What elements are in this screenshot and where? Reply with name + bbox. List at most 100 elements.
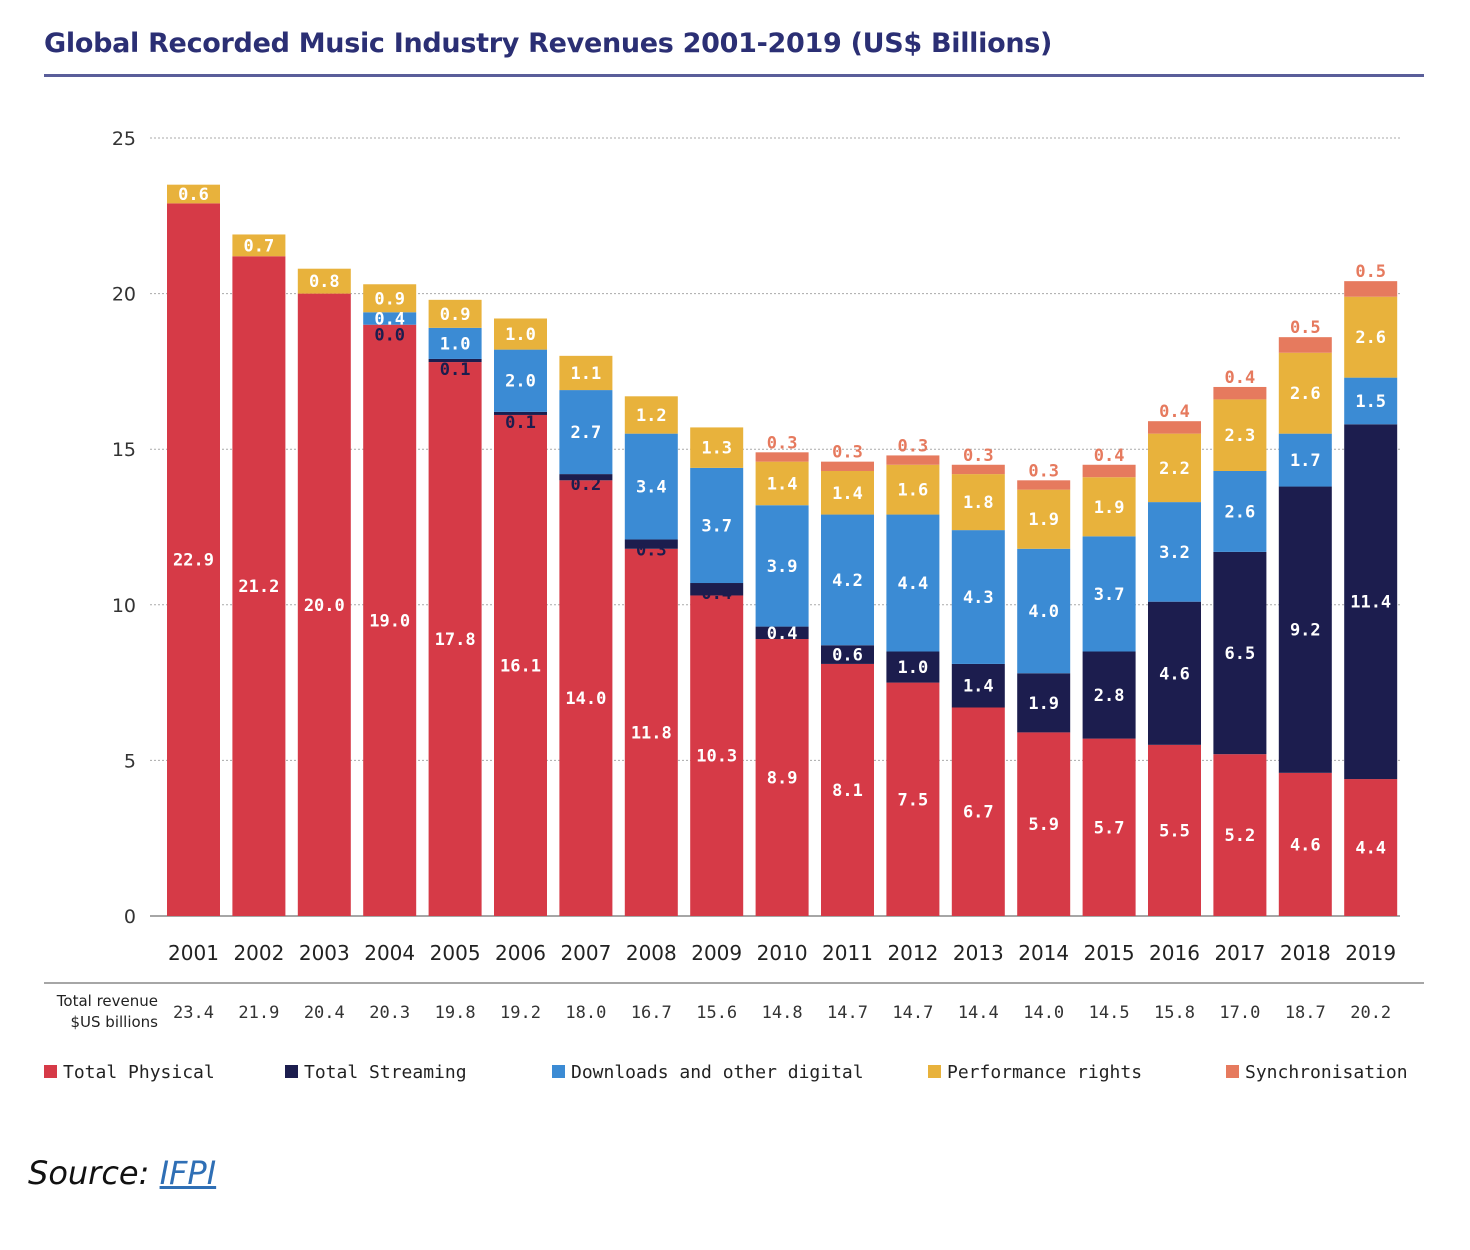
- total-value: 15.6: [696, 1003, 737, 1023]
- label-performance-2018: 2.6: [1290, 384, 1321, 404]
- label-physical-2012: 7.5: [898, 790, 929, 810]
- total-value: 20.2: [1350, 1003, 1391, 1023]
- total-value: 23.4: [173, 1003, 214, 1023]
- source-line: Source: IFPI: [28, 1154, 216, 1192]
- bar-downloads-2010: [755, 505, 809, 627]
- label-performance-2006: 1.0: [505, 325, 536, 345]
- bar-downloads-2019: [1344, 377, 1398, 425]
- label-downloads-2014: 4.0: [1028, 602, 1059, 622]
- legend-label-performance: Performance rights: [947, 1062, 1142, 1083]
- label-physical-2004: 19.0: [369, 611, 410, 631]
- total-value: 21.9: [238, 1003, 279, 1023]
- label-performance-2005: 0.9: [440, 305, 471, 325]
- bar-physical-2010: [755, 639, 809, 916]
- label-physical-2013: 6.7: [963, 803, 994, 823]
- bar-physical-2008: [624, 548, 678, 916]
- bar-performance-2014: [1017, 489, 1071, 549]
- bar-streaming-2015: [1082, 651, 1136, 739]
- x-tick-label: 2005: [430, 941, 481, 965]
- label-performance-2014: 1.9: [1028, 510, 1059, 530]
- label-performance-2004: 0.9: [374, 289, 405, 309]
- label-streaming-2009: 0.4: [701, 584, 732, 604]
- x-tick-label: 2011: [822, 941, 873, 965]
- legend-label-streaming: Total Streaming: [304, 1062, 467, 1083]
- bar-performance-2007: [559, 355, 613, 391]
- bar-performance-2006: [494, 318, 547, 350]
- bar-streaming-2008: [624, 539, 678, 549]
- bar-performance-2017: [1213, 399, 1267, 471]
- bar-streaming-2014: [1017, 673, 1071, 733]
- bar-performance-2019: [1344, 296, 1398, 378]
- x-tick-label: 2012: [887, 941, 938, 965]
- bar-streaming-2016: [1148, 601, 1201, 745]
- label-downloads-2008: 3.4: [636, 478, 667, 498]
- totals-row: 23.4 21.9 20.4 20.3 19.8 19.2 18.0 16.7 15.6 14.8…: [173, 1003, 1391, 1023]
- source-link[interactable]: IFPI: [159, 1154, 217, 1192]
- x-tick-label: 2004: [364, 941, 415, 965]
- y-tick-label: 15: [112, 439, 136, 461]
- bar-performance-2018: [1278, 352, 1332, 434]
- label-streaming-2014: 1.9: [1028, 694, 1059, 714]
- label-streaming-2016: 4.6: [1159, 664, 1190, 684]
- bar-physical-2016: [1148, 744, 1201, 916]
- label-downloads-2007: 2.7: [571, 423, 602, 443]
- total-value: 20.3: [369, 1003, 410, 1023]
- label-performance-2001: 0.6: [178, 185, 209, 205]
- x-tick-label: 2014: [1018, 941, 1069, 965]
- bar-downloads-2015: [1082, 536, 1136, 652]
- bar-performance-2001: [167, 184, 220, 204]
- segment-labels: 22.90.621.20.720.00.819.00.00.40.917.80.…: [173, 185, 1391, 859]
- bar-streaming-2013: [951, 663, 1005, 708]
- legend-label-physical: Total Physical: [63, 1062, 215, 1083]
- legend-swatch-physical: [44, 1065, 57, 1078]
- bar-streaming-2007: [559, 474, 613, 481]
- total-value: 14.4: [958, 1003, 999, 1023]
- bar-performance-2015: [1082, 477, 1136, 537]
- bar-sync-2014: [1017, 480, 1071, 490]
- label-streaming-2012: 1.0: [898, 658, 929, 678]
- total-value: 16.7: [631, 1003, 672, 1023]
- label-performance-2015: 1.9: [1094, 498, 1125, 518]
- total-value: 14.5: [1089, 1003, 1130, 1023]
- chart-title: Global Recorded Music Industry Revenues …: [44, 28, 1053, 59]
- label-physical-2006: 16.1: [500, 656, 541, 676]
- label-performance-2016: 2.2: [1159, 459, 1190, 479]
- label-downloads-2013: 4.3: [963, 588, 994, 608]
- bar-sync-2012: [886, 455, 940, 465]
- label-sync-2015: 0.4: [1094, 446, 1125, 466]
- x-axis-ticks: 2001 2002 2003 2004 2005 2006 2007 2008 2009 2010…: [168, 941, 1396, 965]
- label-performance-2002: 0.7: [244, 236, 275, 256]
- bar-downloads-2016: [1148, 502, 1201, 602]
- bar-sync-2017: [1213, 386, 1267, 400]
- label-physical-2002: 21.2: [238, 577, 279, 597]
- label-physical-2007: 14.0: [565, 689, 606, 709]
- label-performance-2008: 1.2: [636, 406, 667, 426]
- label-performance-2007: 1.1: [571, 364, 602, 384]
- bar-performance-2011: [821, 470, 874, 515]
- label-physical-2019: 4.4: [1355, 839, 1386, 859]
- y-tick-label: 25: [112, 128, 136, 150]
- label-streaming-2005: 0.1: [440, 360, 471, 380]
- bar-physical-2013: [951, 707, 1005, 916]
- label-physical-2017: 5.2: [1225, 826, 1256, 846]
- total-value: 14.7: [827, 1003, 868, 1023]
- label-physical-2003: 20.0: [304, 596, 345, 616]
- bar-downloads-2004: [363, 312, 417, 325]
- label-streaming-2011: 0.6: [832, 646, 863, 666]
- label-physical-2005: 17.8: [435, 630, 476, 650]
- label-streaming-2004: 0.0: [374, 326, 405, 346]
- label-physical-2011: 8.1: [832, 781, 863, 801]
- bar-sync-2013: [951, 464, 1005, 475]
- total-value: 14.7: [892, 1003, 933, 1023]
- x-tick-label: 2009: [691, 941, 742, 965]
- x-tick-label: 2016: [1149, 941, 1200, 965]
- bar-downloads-2008: [624, 433, 678, 540]
- bar-physical-2003: [297, 293, 351, 917]
- legend-swatch-streaming: [285, 1065, 298, 1078]
- label-streaming-2015: 2.8: [1094, 686, 1125, 706]
- label-streaming-2010: 0.4: [767, 624, 798, 644]
- bar-physical-2011: [821, 663, 874, 916]
- bar-performance-2013: [951, 474, 1005, 531]
- label-downloads-2017: 2.6: [1225, 502, 1256, 522]
